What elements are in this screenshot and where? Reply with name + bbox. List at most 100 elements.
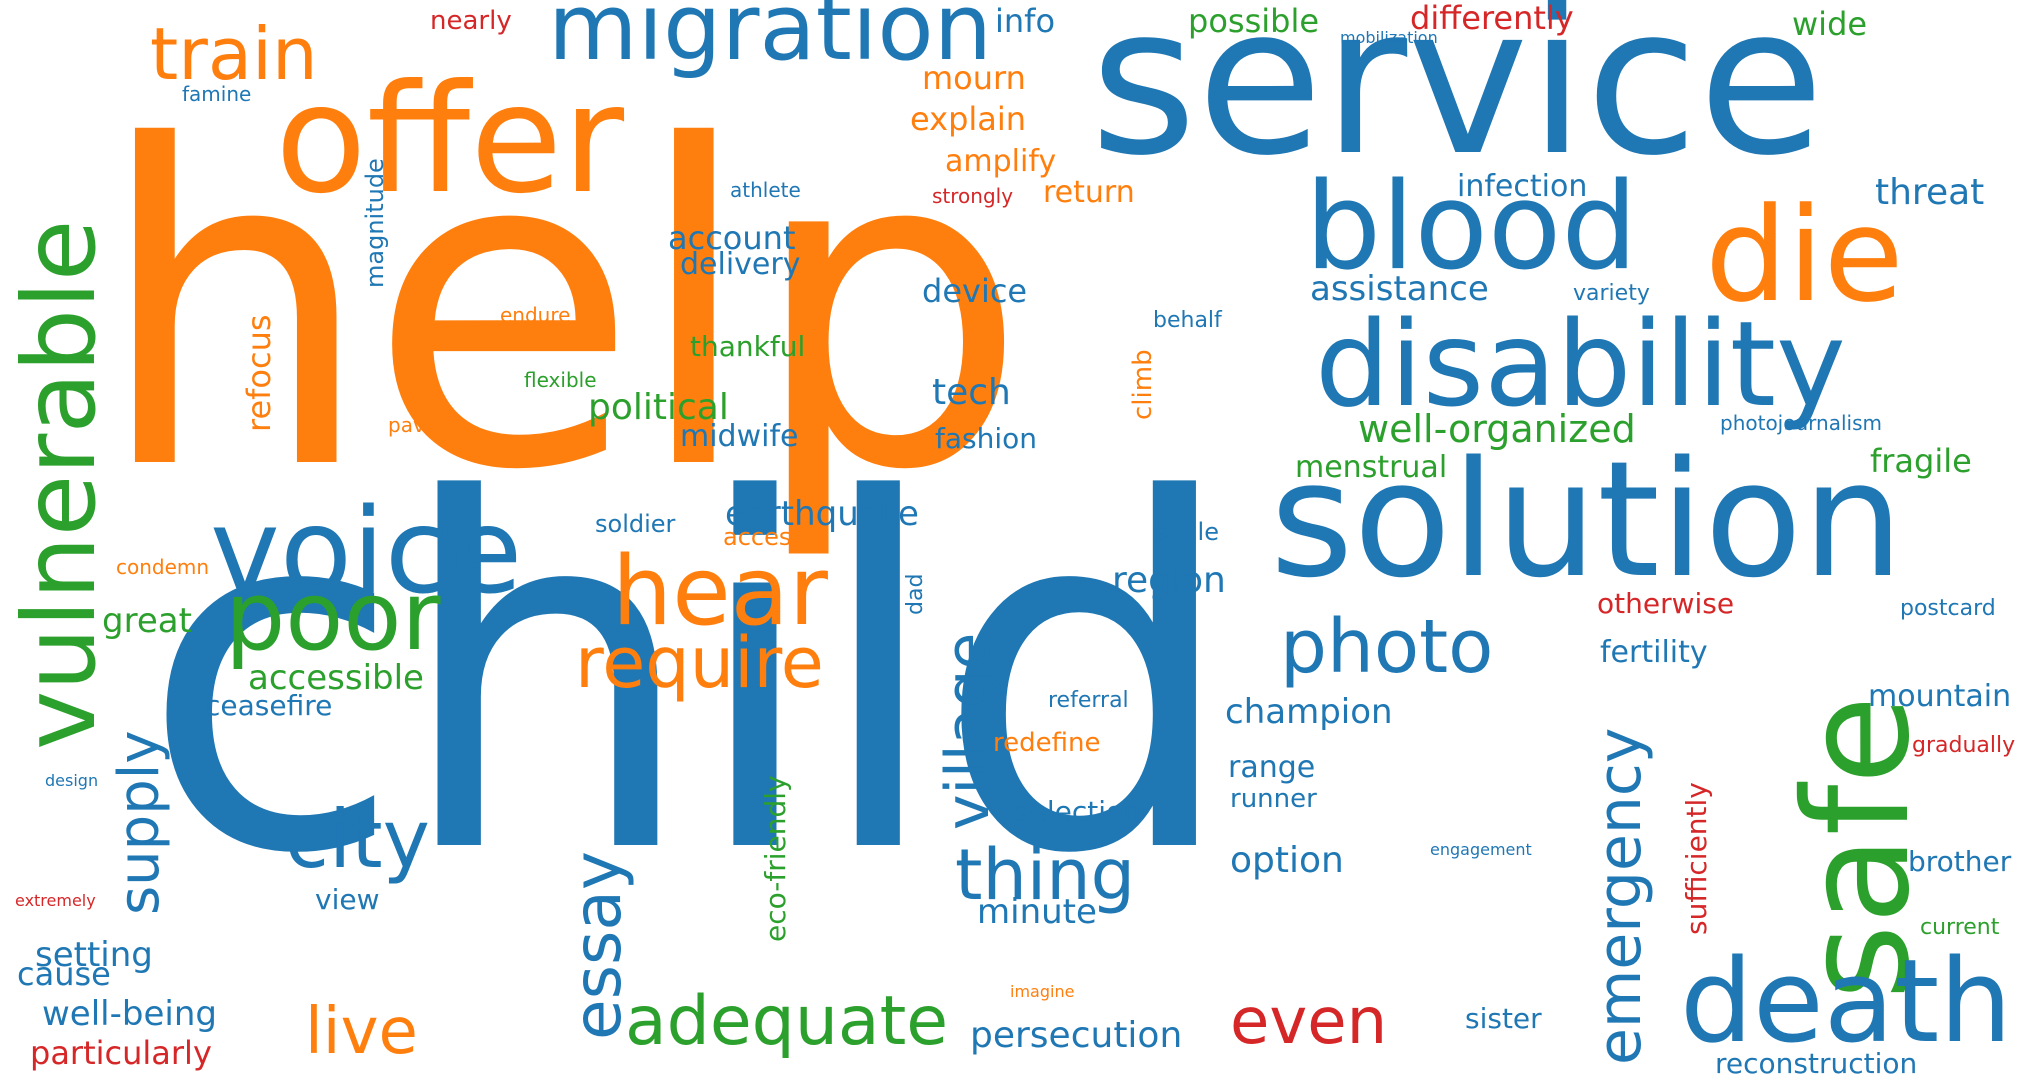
word-region: region [1112,560,1226,601]
word-essay: essay [559,851,636,1040]
word-child: child [140,400,1240,959]
word-train: train [150,12,318,96]
word-cause: cause [17,955,111,993]
word-strongly: strongly [932,184,1014,208]
word-climb: climb [1128,349,1158,420]
word-minute: minute [977,892,1097,932]
word-offer: offer [275,53,625,227]
word-voice: voice [210,482,523,620]
word-view: view [315,883,380,916]
word-eco-friendly: eco-friendly [759,775,792,942]
word-supply: supply [107,730,172,915]
word-smile: smile [1155,518,1219,546]
word-poor: poor [225,562,441,672]
word-info: info [995,2,1056,40]
word-death: death [1680,935,2013,1069]
word-engagement: engagement [1430,840,1532,859]
word-brother: brother [1908,845,2012,878]
word-disability: disability [1315,295,1846,433]
word-extremely: extremely [15,891,96,910]
word-great: great [102,601,192,641]
word-mourn: mourn [922,59,1026,97]
word-postcard: postcard [1900,596,1996,621]
word-vulnerable: vulnerable [1,219,118,750]
word-fragile: fragile [1870,442,1972,480]
word-account: account [668,219,796,257]
word-tech: tech [932,372,1011,413]
word-variety: variety [1573,281,1650,306]
word-village: village [933,632,1003,830]
word-return: return [1043,175,1135,210]
word-migration: migration [548,0,993,81]
word-famine: famine [182,82,252,106]
word-behalf: behalf [1153,308,1222,333]
word-hear: hear [612,537,828,647]
word-otherwise: otherwise [1597,587,1735,620]
word-accessible: accessible [248,658,424,698]
word-particularly: particularly [30,1034,212,1072]
word-adequate: adequate [625,982,949,1061]
word-endure: endure [500,303,571,327]
word-differently: differently [1410,0,1574,37]
word-persecution: persecution [970,1015,1183,1056]
word-device: device [922,272,1028,310]
word-thankful: thankful [690,330,806,363]
word-wide: wide [1792,5,1868,43]
word-nearly: nearly [430,6,512,36]
word-political: political [588,387,729,428]
word-refocus: refocus [240,314,278,432]
word-photo: photo [1280,604,1494,690]
word-infection: infection [1457,169,1588,204]
word-option: option [1230,840,1344,881]
word-die: die [1705,179,1904,331]
word-explain: explain [910,100,1027,138]
word-condemn: condemn [116,555,210,579]
word-selection: selection [1015,795,1141,828]
word-dad: dad [903,573,928,615]
word-menstrual: menstrual [1295,450,1448,485]
word-design: design [45,771,99,790]
word-pave: pave [388,413,438,437]
word-redefine: redefine [993,728,1101,758]
word-magnitude: magnitude [361,158,389,288]
word-flexible: flexible [524,368,597,392]
word-well-organized: well-organized [1358,407,1636,451]
word-champion: champion [1225,692,1393,732]
word-thing: thing [955,834,1136,916]
word-fertility: fertility [1600,635,1708,670]
word-soldier: soldier [595,510,676,538]
word-fashion: fashion [935,422,1038,455]
word-threat: threat [1875,172,1985,213]
word-amplify: amplify [945,144,1057,179]
word-sufficiently: sufficiently [1680,782,1713,935]
word-photojournalism: photojournalism [1720,411,1882,435]
word-ceasefire: ceasefire [205,689,333,722]
word-earthquake: earthquake [725,494,919,534]
word-help: help [95,54,1028,566]
word-mountain: mountain [1868,679,2012,714]
word-athlete: athlete [730,178,801,202]
word-city: city [285,793,430,886]
word-current: current [1920,915,2000,940]
word-require: require [575,622,824,704]
word-delivery: delivery [680,247,801,282]
word-reconstruction: reconstruction [1715,1047,1918,1080]
word-live: live [305,995,418,1069]
word-mobilization: mobilization [1340,28,1438,47]
word-setting: setting [35,935,153,975]
word-even: even [1230,985,1388,1059]
word-imagine: imagine [1010,982,1075,1001]
word-service: service [1090,0,1825,201]
word-solution: solution [1270,426,1904,613]
word-assistance: assistance [1310,269,1489,309]
word-referral: referral [1048,688,1129,713]
word-sister: sister [1465,1002,1542,1035]
word-well-being: well-being [42,994,217,1034]
word-range: range [1228,750,1316,785]
word-access: access [723,523,804,551]
word-possible: possible [1188,2,1320,40]
word-midwife: midwife [680,419,799,454]
word-runner: runner [1230,784,1317,814]
word-blood: blood [1305,158,1638,297]
